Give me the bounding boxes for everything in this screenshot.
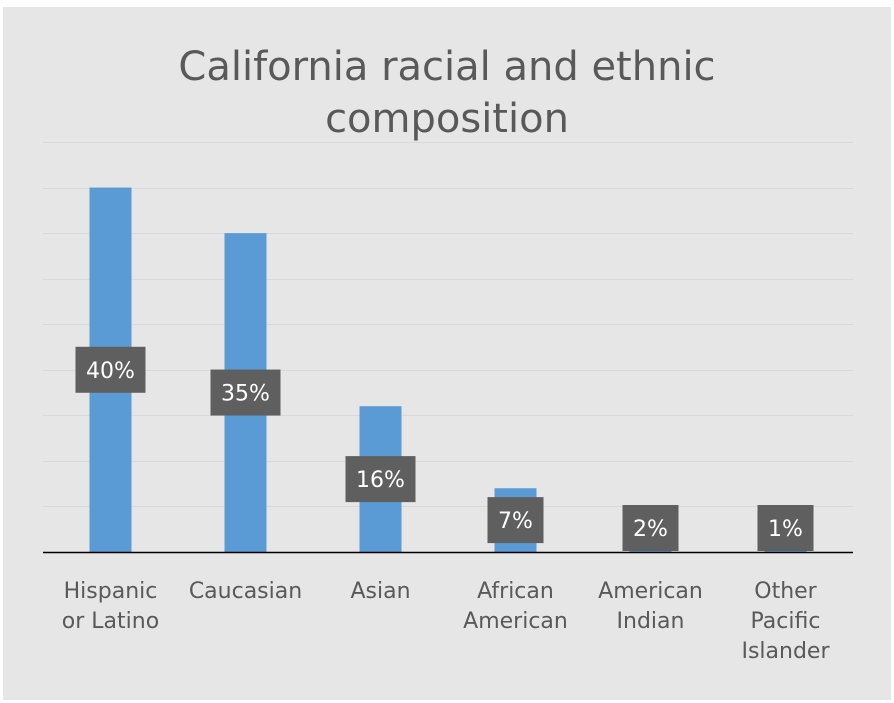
data-label-text: 2% bbox=[633, 517, 668, 542]
category-label-line: Caucasian bbox=[188, 579, 303, 604]
data-label-box bbox=[345, 456, 416, 503]
category-label: African American bbox=[446, 577, 586, 637]
category-label-line: Asian bbox=[350, 579, 411, 604]
data-label-2: 16% bbox=[345, 456, 416, 503]
data-label-box bbox=[210, 369, 281, 416]
data-label-4: 2% bbox=[622, 505, 679, 551]
category-label-line: Indian bbox=[616, 609, 685, 634]
data-label-text: 40% bbox=[86, 359, 135, 384]
data-label-box bbox=[487, 497, 544, 544]
data-label-box bbox=[75, 346, 146, 393]
data-label-5: 1% bbox=[757, 505, 814, 551]
category-label: American Indian bbox=[581, 577, 721, 637]
data-label-text: 35% bbox=[221, 382, 270, 407]
data-label-text: 1% bbox=[768, 517, 803, 542]
category-label: Asian bbox=[311, 577, 451, 607]
category-label-line: American bbox=[463, 609, 568, 634]
data-label-box bbox=[757, 505, 814, 551]
category-label-line: Pacific bbox=[750, 609, 821, 634]
data-label-box bbox=[622, 505, 679, 551]
category-label-line: African bbox=[477, 579, 554, 604]
chart-title-line-1: California racial and ethnic bbox=[178, 44, 716, 90]
data-label-text: 7% bbox=[498, 509, 533, 534]
data-label-3: 7% bbox=[487, 497, 544, 544]
chart-title: California racial and ethnic composition bbox=[3, 41, 891, 145]
category-label: Hispanic or Latino bbox=[41, 577, 181, 637]
data-label-text: 16% bbox=[356, 468, 405, 493]
chart-title-line-2: composition bbox=[325, 96, 569, 142]
chart-area: California racial and ethnic composition… bbox=[3, 7, 891, 700]
category-label: Caucasian bbox=[176, 577, 316, 607]
category-label: Other Pacific Islander bbox=[716, 577, 856, 667]
plot-area: 40% 35% 16% 7% 2% 1% bbox=[43, 142, 853, 554]
category-label-line: American bbox=[598, 579, 703, 604]
category-label-line: Other bbox=[754, 579, 817, 604]
category-label-line: or Latino bbox=[61, 609, 160, 634]
category-label-line: Islander bbox=[741, 639, 830, 664]
data-label-0: 40% bbox=[75, 346, 146, 393]
category-label-line: Hispanic bbox=[63, 579, 158, 604]
data-label-1: 35% bbox=[210, 369, 281, 416]
